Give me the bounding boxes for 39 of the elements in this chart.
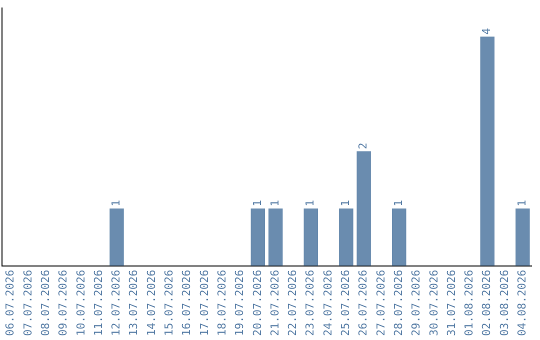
x-tick-label: 19.07.2026	[233, 270, 246, 336]
x-tick-label: 15.07.2026	[162, 270, 176, 336]
data-label: 1	[304, 200, 317, 206]
x-tick-label: 11.07.2026	[92, 270, 105, 336]
x-tick-label: 24.07.2026	[321, 270, 334, 336]
x-tick-label: 26.07.2026	[356, 270, 370, 336]
x-tick-label: 02.08.2026	[480, 270, 494, 336]
x-tick-label: 13.07.2026	[127, 270, 140, 336]
x-tick-label: 08.07.2026	[38, 270, 52, 336]
data-label: 1	[516, 200, 529, 206]
data-label: 1	[250, 200, 264, 206]
data-label: 1	[110, 200, 123, 206]
data-label: 4	[480, 28, 494, 35]
data-label: 2	[356, 142, 370, 150]
x-tick-label: 18.07.2026	[215, 270, 228, 336]
x-tick-label: 17.07.2026	[198, 270, 211, 336]
x-tick-label: 03.08.2026	[498, 270, 511, 336]
x-tick-label: 04.08.2026	[516, 270, 529, 336]
x-tick-label: 25.07.2026	[339, 270, 352, 336]
x-tick-label: 30.07.2026	[427, 270, 440, 336]
x-tick-label: 28.07.2026	[392, 270, 405, 336]
x-tick-label: 22.07.2026	[286, 270, 300, 336]
x-tick-label: 06.07.2026	[4, 270, 17, 336]
x-tick-label: 07.07.2026	[21, 270, 34, 336]
x-tick-label: 23.07.2026	[304, 270, 317, 336]
x-tick-label: 16.07.2026	[180, 270, 194, 336]
x-tick-label: 29.07.2026	[410, 270, 423, 336]
data-label: 1	[268, 200, 282, 206]
x-tick-label: 12.07.2026	[110, 270, 123, 336]
x-tick-label: 14.07.2026	[144, 270, 158, 336]
x-tick-label: 09.07.2026	[56, 270, 70, 336]
x-tick-label: 20.07.2026	[250, 270, 264, 336]
x-tick-label: 01.08.2026	[462, 270, 476, 336]
data-label: 1	[339, 200, 352, 206]
x-tick-label: 21.07.2026	[268, 270, 282, 336]
x-tick-label: 27.07.2026	[374, 270, 388, 336]
x-tick-label: 31.07.2026	[444, 270, 458, 336]
data-label: 1	[392, 200, 405, 206]
x-tick-label: 10.07.2026	[74, 270, 88, 336]
